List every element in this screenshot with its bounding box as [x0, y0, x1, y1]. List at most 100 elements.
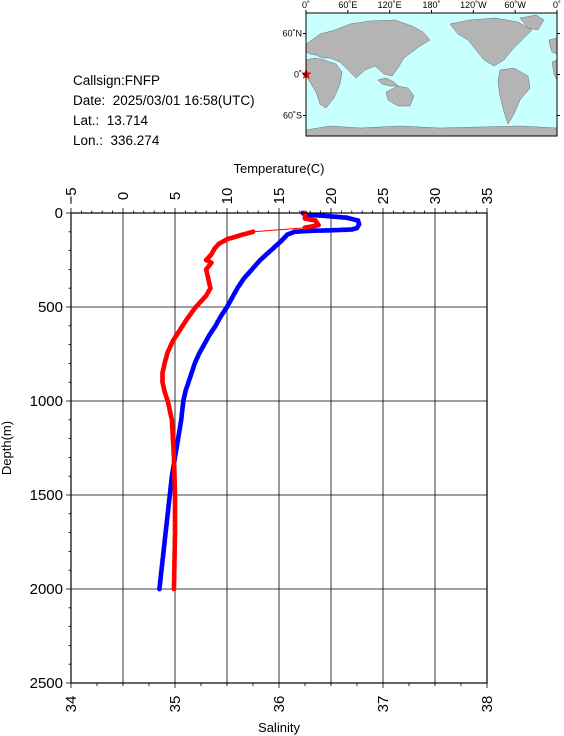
salinity-series — [160, 210, 321, 592]
temperature-point — [248, 268, 254, 274]
temperature-point — [206, 332, 212, 338]
temperature-point — [304, 212, 310, 218]
salinity-point — [172, 490, 178, 496]
salinity-point — [250, 229, 256, 235]
salinity-point — [207, 262, 213, 267]
temperature-point — [269, 246, 275, 252]
salinity-point — [168, 342, 174, 347]
salinity-point — [169, 423, 175, 429]
temperature-point — [325, 213, 331, 219]
temperature-point — [160, 555, 166, 561]
depth-axis: 0 500 1000 1500 2000 2500 — [30, 205, 71, 692]
temperature-point — [195, 353, 201, 359]
temperature-point — [292, 229, 297, 235]
salinity-point — [192, 306, 198, 311]
temperature-point — [158, 569, 164, 575]
salinity-point — [171, 586, 177, 592]
temperature-point — [339, 227, 344, 233]
salinity-point — [172, 494, 178, 500]
map-islands — [377, 77, 399, 87]
temperature-point — [158, 572, 164, 577]
salinity-point — [232, 234, 238, 240]
series-layer — [157, 210, 362, 592]
temperature-point — [307, 228, 313, 234]
salinity-point — [170, 438, 176, 444]
salinity-point — [169, 340, 175, 346]
salinity-point — [162, 359, 168, 364]
salinity-point — [172, 549, 178, 555]
temperature-point — [318, 228, 323, 234]
temperature-point — [302, 212, 308, 218]
depth-tick-label: 500 — [38, 299, 63, 316]
temperature-point — [163, 530, 169, 535]
temperature-point — [161, 546, 167, 552]
temperature-point — [189, 368, 195, 374]
salinity-point — [187, 312, 193, 318]
temperature-point — [256, 259, 262, 264]
salinity-point — [171, 580, 177, 585]
salinity-point — [171, 467, 177, 473]
temperature-point — [174, 446, 179, 452]
salinity-point — [212, 246, 217, 252]
temperature-point — [220, 310, 226, 316]
map-europe-east — [548, 37, 558, 55]
temperature-point — [171, 461, 177, 467]
map-australia — [385, 85, 415, 107]
temperature-point — [202, 340, 208, 346]
temperature-series — [157, 210, 362, 592]
salinity-point — [193, 304, 199, 310]
salinity-point — [205, 276, 211, 282]
temperature-point — [159, 565, 165, 571]
temperature-point — [171, 463, 177, 469]
salinity-point — [163, 357, 169, 362]
temperature-point — [166, 503, 172, 508]
salinity-point — [172, 517, 178, 523]
temperature-point — [165, 511, 171, 517]
salinity-point — [170, 436, 176, 441]
temperature-point — [239, 279, 245, 285]
temperature-point — [179, 415, 184, 421]
temperature-point — [349, 216, 355, 222]
map-lon-label: 60˚E — [338, 0, 357, 10]
temperature-point — [225, 302, 231, 308]
salinity-point — [168, 411, 174, 417]
temperature-point — [179, 409, 185, 414]
temperature-point — [175, 438, 181, 444]
salinity-point — [172, 515, 178, 521]
salinity-tick-label: 35 — [167, 696, 184, 713]
salinity-point — [170, 442, 176, 448]
salinity-point — [207, 253, 213, 259]
temperature-point — [351, 226, 356, 232]
salinity-point — [234, 234, 240, 239]
temperature-point — [319, 213, 324, 219]
temperature-point — [169, 471, 175, 477]
temperature-point — [338, 214, 343, 220]
temperature-point — [306, 212, 312, 218]
salinity-point — [160, 379, 165, 385]
map-lat-label: 0˚ — [294, 70, 302, 80]
temperature-point — [230, 293, 236, 299]
temperature-point — [181, 396, 187, 402]
salinity-point — [183, 319, 188, 324]
temperature-point — [163, 526, 169, 531]
salinity-axis: 34 35 36 37 38 — [63, 683, 496, 712]
salinity-point — [302, 210, 308, 216]
salinity-point — [172, 492, 178, 498]
temperature-point — [201, 342, 207, 347]
salinity-point — [240, 232, 246, 238]
salinity-point — [172, 469, 177, 475]
temperature-point — [160, 551, 166, 556]
salinity-point — [161, 387, 167, 393]
salinity-point — [207, 283, 213, 289]
temperature-point — [166, 496, 172, 502]
temperature-point — [178, 419, 184, 425]
salinity-point — [161, 364, 167, 370]
temperature-point — [257, 257, 263, 263]
temperature-point — [262, 253, 268, 259]
salinity-point — [163, 393, 169, 398]
salinity-point — [236, 233, 242, 239]
temperature-point — [277, 240, 282, 245]
salinity-point — [208, 285, 213, 291]
salinity-point — [172, 511, 178, 517]
temperature-point — [317, 213, 322, 219]
